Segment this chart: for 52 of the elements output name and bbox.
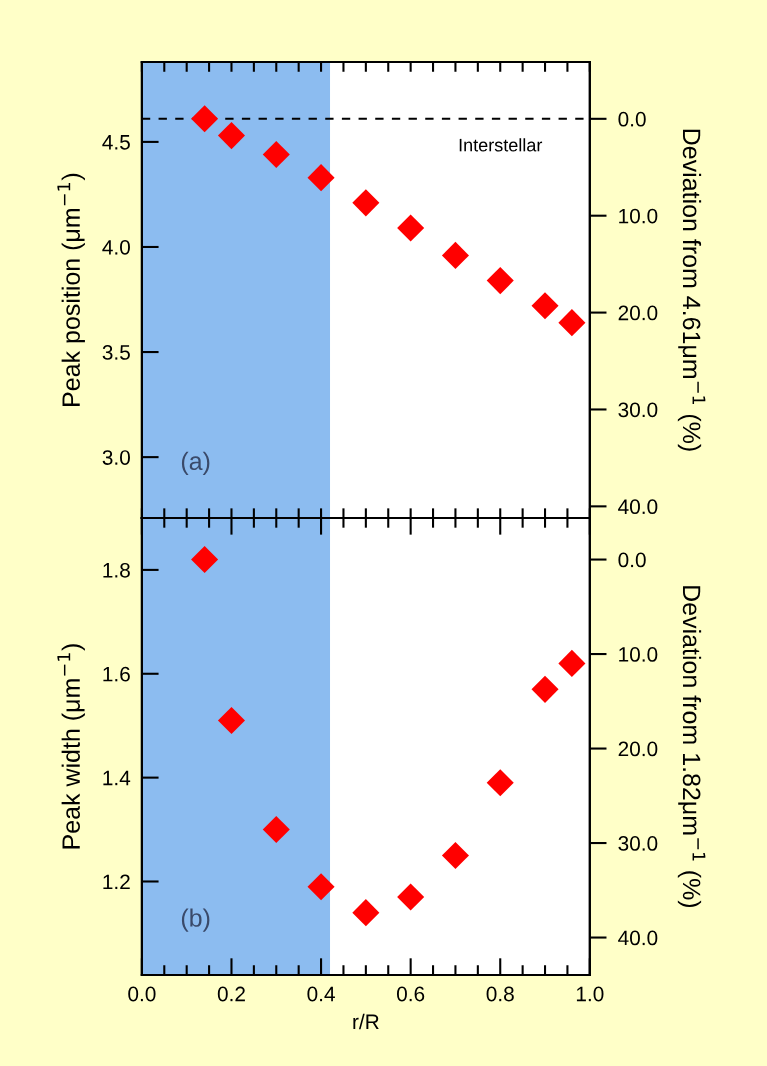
y2-tick-label: 30.0 (618, 836, 658, 851)
point (262, 816, 290, 844)
point (397, 214, 425, 242)
point (558, 309, 586, 337)
y2-tick-label: 40.0 (618, 930, 658, 946)
point (531, 675, 559, 703)
y2-tick-label: 0.0 (618, 552, 646, 568)
y2-tick-label: 40.0 (618, 499, 658, 515)
y-axis-title: Peak position (μm$^{−1}$) (57, 173, 85, 406)
y-tick-label: 3.0 (102, 450, 130, 465)
y-tick-label: 3.5 (102, 345, 130, 360)
x-tick-label: 0.6 (396, 986, 425, 1002)
point (191, 545, 219, 574)
point (217, 122, 246, 150)
y-tick-label: 1.2 (103, 874, 130, 890)
point (486, 769, 514, 797)
point (352, 899, 380, 927)
x-tick-label: 1.0 (576, 986, 604, 1002)
y-tick-label: 4.0 (102, 239, 130, 255)
x-tick-label: 0.4 (307, 986, 335, 1002)
point (558, 649, 586, 677)
point (262, 140, 290, 169)
y2-tick-label: 30.0 (618, 402, 658, 418)
point (531, 292, 559, 320)
y2-tick-label: 0.0 (618, 111, 646, 127)
y2-tick-label: 20.0 (618, 741, 658, 757)
point (307, 873, 335, 901)
y2-tick-label: 10.0 (619, 647, 658, 662)
ref-line-label: Interstellar (459, 138, 543, 152)
x-tick-label: 0.0 (128, 986, 156, 1002)
annotation: (a) (181, 451, 210, 475)
y-axis-title: Peak width (μm$^{−1}$) (57, 644, 85, 849)
point (441, 241, 469, 269)
point (397, 883, 425, 911)
x-tick-label: 0.2 (217, 986, 245, 1002)
point (217, 706, 246, 735)
y-tick-label: 4.5 (102, 135, 130, 150)
point (441, 841, 469, 870)
annotation: (b) (181, 908, 210, 932)
x-tick-label: 0.8 (486, 986, 514, 1002)
y2-axis-title: Deviation from 1.82μm$^{−1}$ (%) (677, 586, 706, 908)
point (191, 105, 219, 133)
point (307, 164, 335, 192)
point (352, 189, 380, 217)
y2-tick-label: 10.0 (619, 208, 658, 224)
x-axis-title: r/R (353, 1013, 379, 1030)
y2-tick-label: 20.0 (618, 305, 658, 321)
y-tick-label: 1.6 (103, 666, 130, 682)
y-tick-label: 1.8 (103, 562, 130, 578)
y-tick-label: 1.4 (103, 770, 131, 786)
point (486, 267, 514, 295)
y2-axis-title: Deviation from 4.61μm$^{−1}$ (%) (677, 129, 706, 451)
